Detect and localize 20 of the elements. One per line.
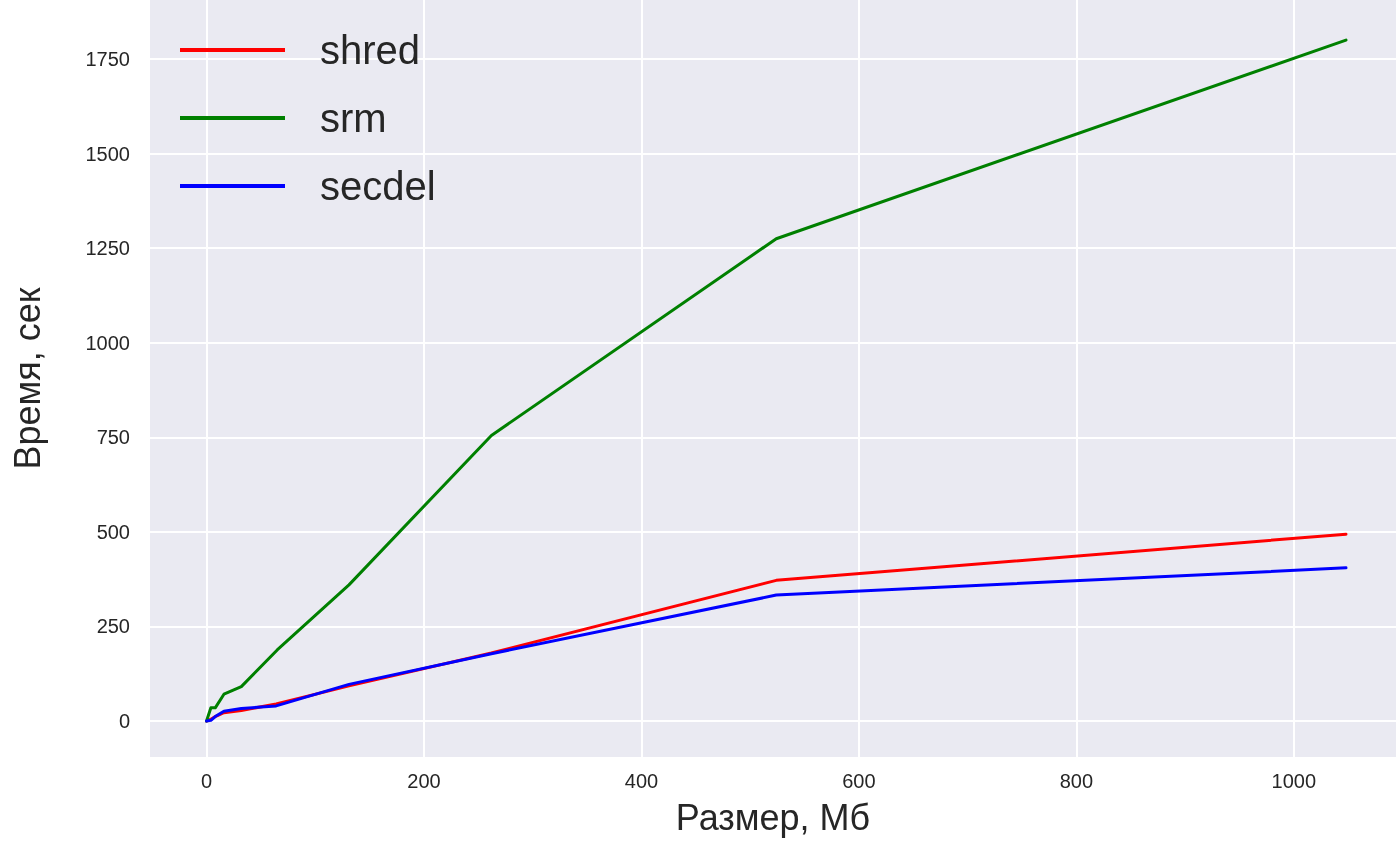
y-tick-label: 1000 bbox=[85, 331, 130, 354]
x-tick-label: 200 bbox=[407, 770, 441, 792]
x-tick-label: 0 bbox=[200, 770, 213, 792]
y-tick-label: 1750 bbox=[85, 48, 130, 71]
y-tick-label: 1250 bbox=[85, 237, 130, 260]
x-axis-title: Размер, Мб bbox=[675, 796, 871, 838]
y-tick-label: 500 bbox=[96, 520, 130, 543]
legend-label: srm bbox=[320, 96, 387, 140]
y-tick-label: 250 bbox=[96, 615, 130, 638]
x-tick-label: 800 bbox=[1059, 770, 1094, 792]
x-tick-label: 400 bbox=[624, 770, 659, 792]
y-axis-title: Время, сек bbox=[6, 287, 48, 470]
x-tick-label: 1000 bbox=[1271, 770, 1317, 792]
legend-label: secdel bbox=[320, 164, 436, 208]
y-tick-label: 0 bbox=[118, 710, 130, 733]
y-tick-label: 1500 bbox=[85, 142, 130, 165]
line-series bbox=[205, 566, 1348, 723]
legend-label: shred bbox=[320, 28, 421, 72]
x-tick-label: 600 bbox=[842, 770, 876, 792]
y-tick-label: 750 bbox=[96, 426, 130, 449]
